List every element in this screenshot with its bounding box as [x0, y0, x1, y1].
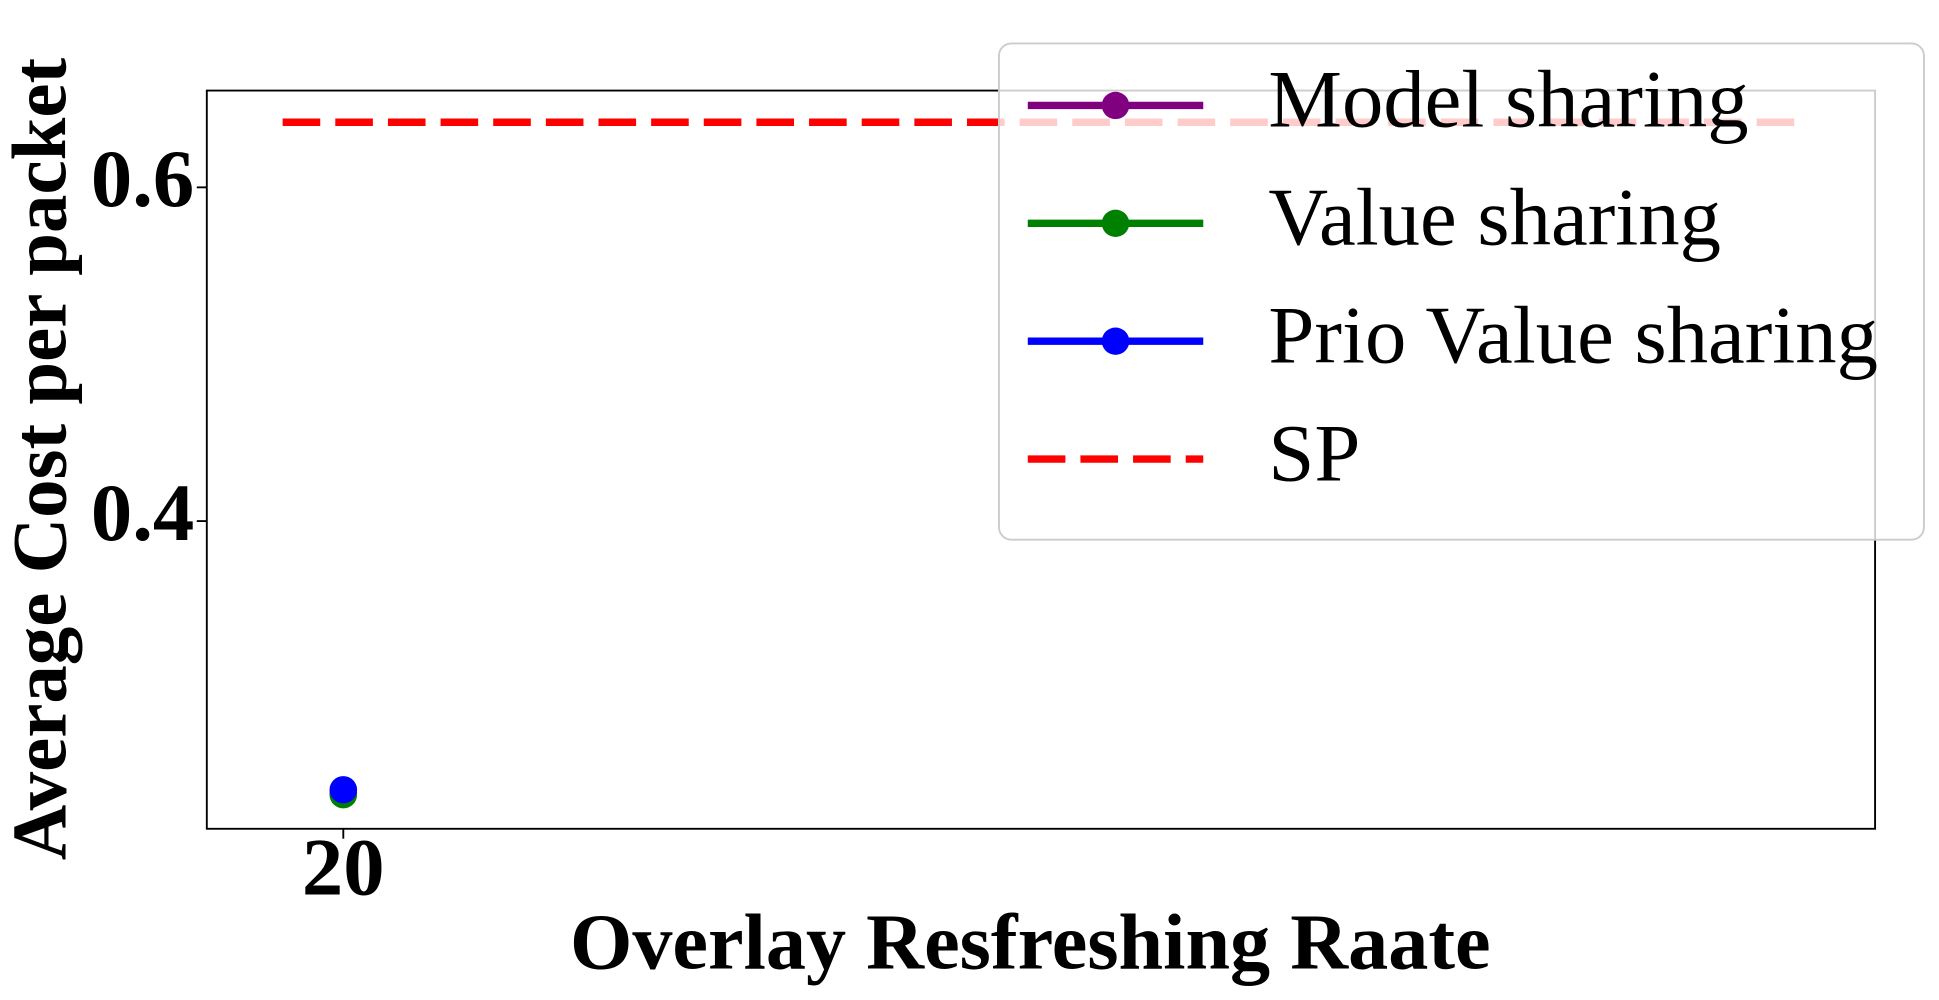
legend-label: Prio Value sharing [1268, 290, 1878, 381]
legend-box [998, 42, 1925, 541]
legend-label: SP [1268, 408, 1360, 499]
x-axis-label: Overlay Resfreshing Raate [570, 899, 1491, 987]
legend-marker [1101, 91, 1130, 120]
x-tick-label: 20 [302, 822, 385, 913]
y-tick-label: 0.6 [91, 134, 194, 225]
legend-marker [1101, 327, 1130, 355]
legend-label: Model sharing [1268, 54, 1748, 145]
y-tick-label: 0.4 [91, 467, 194, 558]
y-axis-label: Average Cost per packet [0, 58, 83, 861]
legend-marker [1101, 209, 1130, 237]
data-point [329, 776, 358, 804]
legend-label: Value sharing [1268, 172, 1721, 263]
